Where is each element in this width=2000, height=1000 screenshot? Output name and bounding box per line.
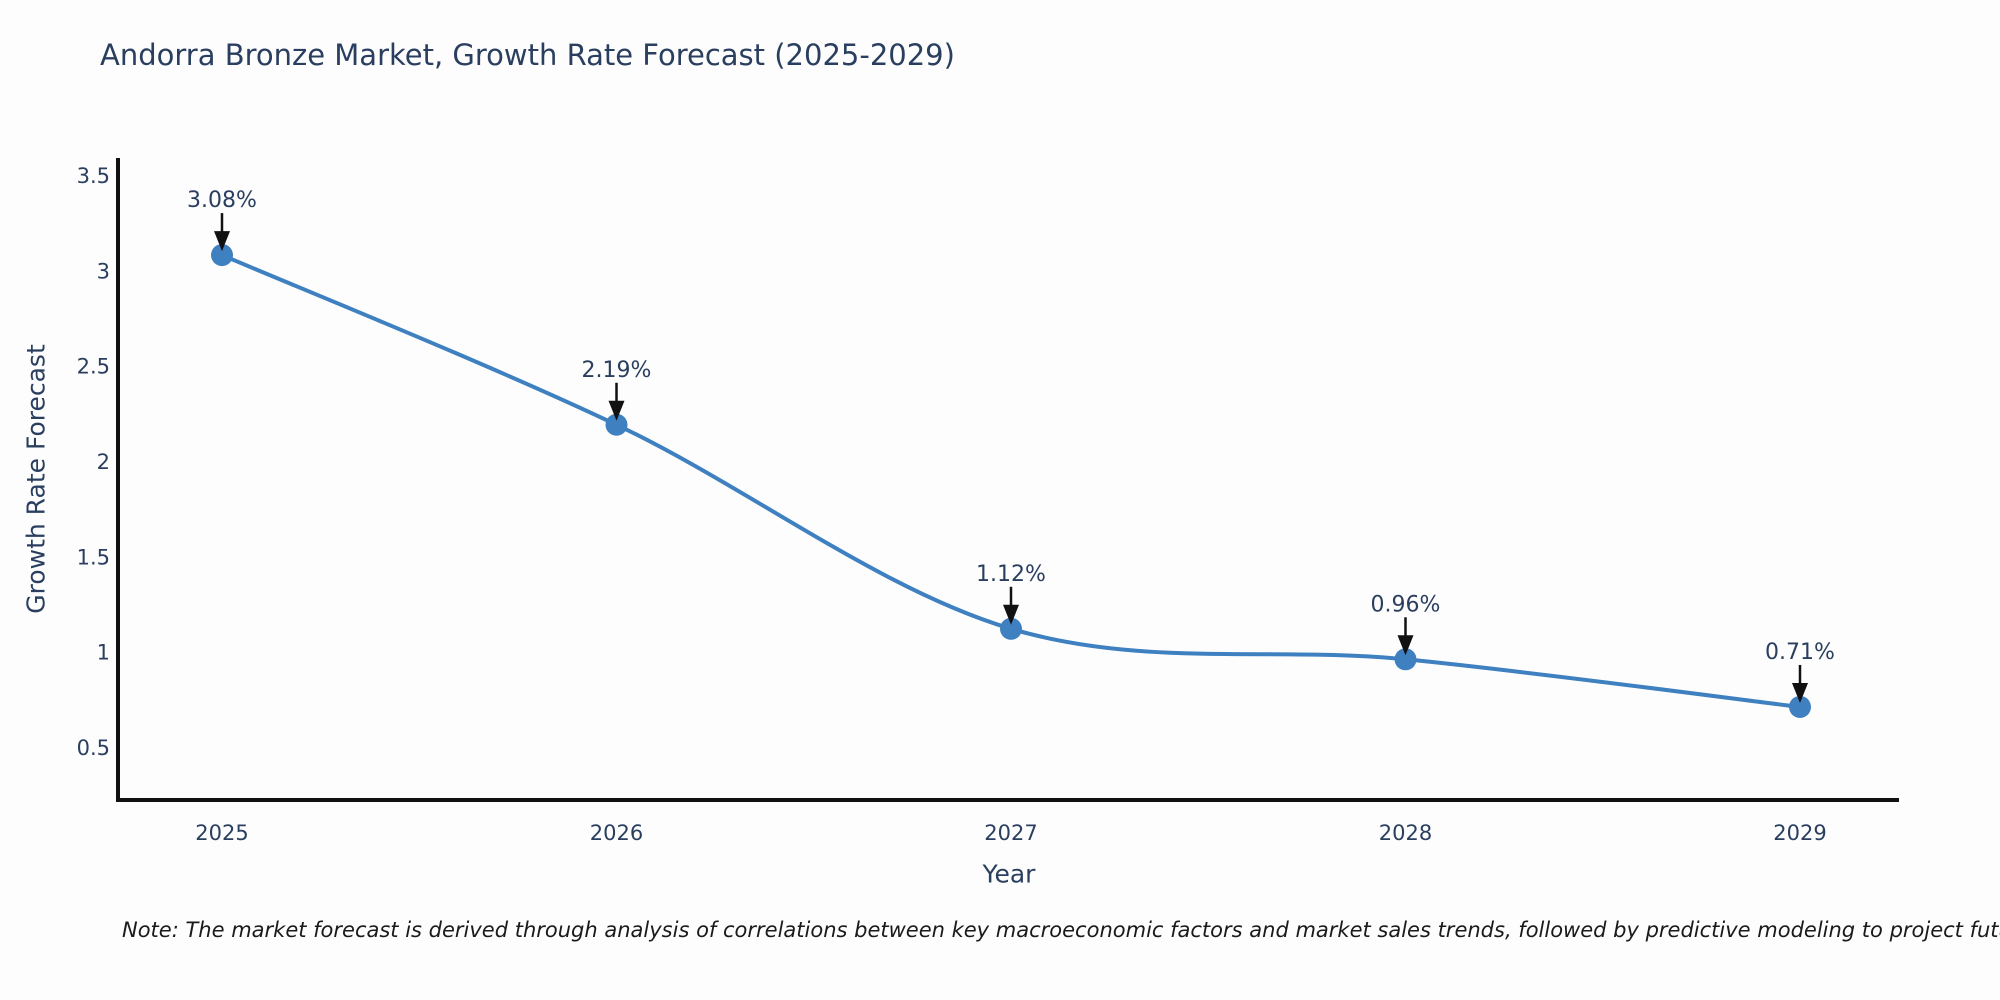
data-point-marker [1394, 648, 1417, 671]
x-tick-label: 2025 [195, 821, 248, 845]
y-tick-label: 2 [97, 450, 110, 474]
footnote: Note: The market forecast is derived thr… [122, 918, 2000, 942]
data-point-marker [211, 244, 233, 267]
annotation-arrow-head [608, 400, 625, 421]
y-tick-label: 1.5 [77, 545, 110, 569]
y-tick-label: 2.5 [77, 355, 110, 379]
data-point-label: 2.19% [582, 358, 652, 383]
data-point-marker [1789, 695, 1811, 718]
annotation-arrow-head [1003, 604, 1019, 625]
x-tick-label: 2028 [1379, 821, 1432, 845]
x-axis-title: Year [982, 859, 1036, 889]
y-tick-label: 0.5 [77, 736, 110, 760]
chart-title: Andorra Bronze Market, Growth Rate Forec… [100, 38, 955, 72]
y-tick-label: 3.5 [77, 164, 110, 188]
y-tick-label: 1 [97, 641, 110, 665]
y-tick-label: 3 [97, 259, 110, 283]
data-point-marker [605, 413, 628, 436]
data-point-marker [1000, 617, 1022, 640]
data-point-label: 0.71% [1765, 640, 1835, 665]
annotation-arrow-head [1792, 682, 1808, 703]
annotation-arrow-head [214, 231, 230, 252]
x-tick-label: 2026 [590, 821, 643, 845]
data-point-label: 0.96% [1371, 592, 1441, 617]
annotation-arrow-head [1397, 635, 1414, 656]
data-point-label: 3.08% [187, 188, 257, 213]
x-tick-label: 2027 [984, 821, 1037, 845]
x-tick-label: 2029 [1773, 821, 1826, 845]
data-point-label: 1.12% [976, 562, 1046, 587]
